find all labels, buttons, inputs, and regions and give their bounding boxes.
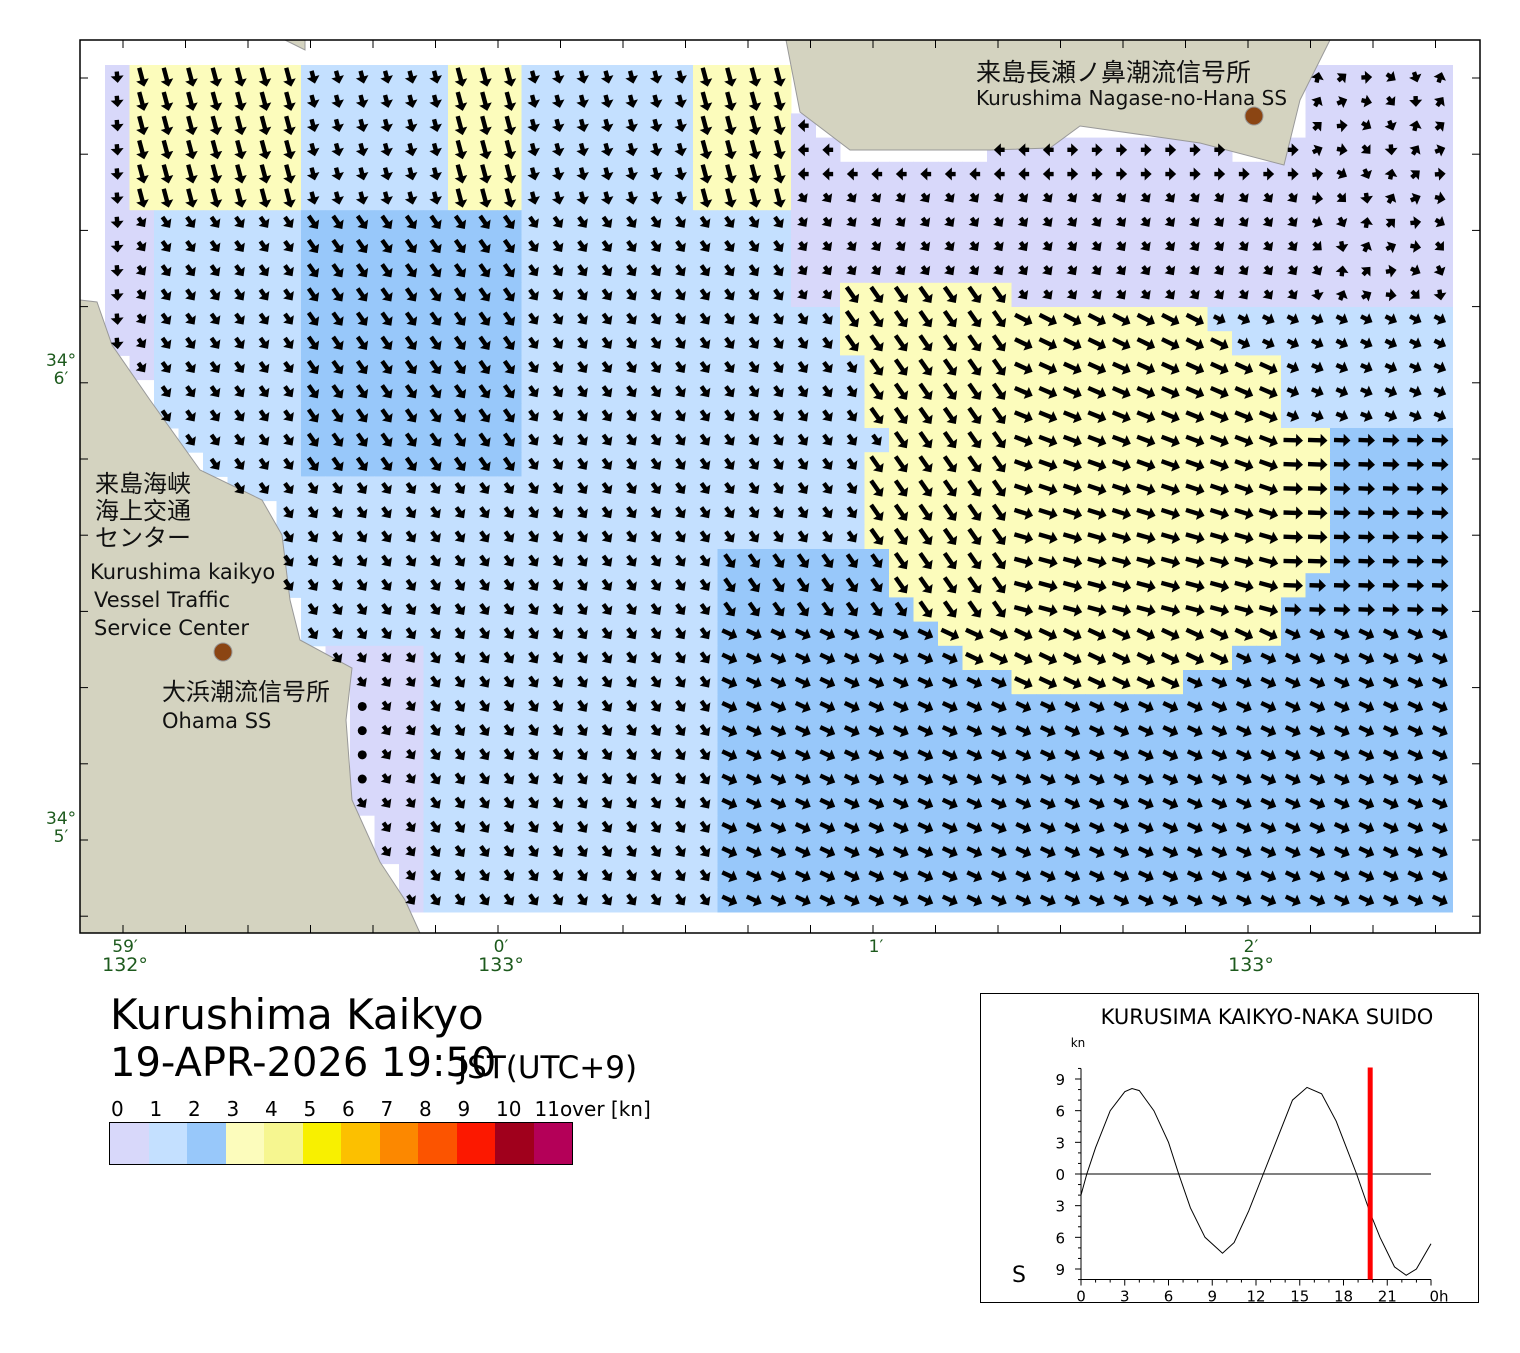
legend-swatch (225, 1123, 264, 1164)
nagase-station-label-jp: 来島長瀬ノ鼻潮流信号所 (976, 58, 1252, 87)
tide-unit-label: kn (1071, 1036, 1086, 1050)
legend-label: 6 (342, 1097, 355, 1121)
legend-swatch (302, 1123, 341, 1164)
vtsc-label-jp: 来島海峡 海上交通 センター (95, 471, 191, 552)
tide-x-tick-label: 0 (1076, 1288, 1086, 1304)
vtsc-label-jp-line: センター (95, 524, 191, 552)
legend-swatch (148, 1123, 187, 1164)
tide-chart: KURUSIMA KAIKYO-NAKA SUIDOknNS9630369036… (1012, 355, 1449, 1306)
tide-chart-panel: KURUSIMA KAIKYO-NAKA SUIDOknNS9630369036… (980, 355, 1479, 1306)
ohama-station-label-en: Ohama SS (162, 709, 272, 733)
vtsc-label-jp-line: 海上交通 (95, 497, 191, 525)
legend-swatch (495, 1123, 534, 1164)
slack-dot (357, 726, 367, 736)
legend-label: 1 (149, 1097, 163, 1121)
tide-y-tick-label: 3 (1055, 1198, 1065, 1216)
legend-swatch (418, 1123, 457, 1164)
lon-label: 0′ 133° (478, 937, 524, 976)
legend-swatch (341, 1123, 380, 1164)
legend-swatch (187, 1123, 226, 1164)
datetime: 19-APR-2026 19:50 (110, 1040, 497, 1086)
vtsc-label-en-line: Vessel Traffic (94, 588, 231, 612)
legend-label: 7 (380, 1097, 394, 1121)
legend-label: 11over [kn] (534, 1097, 651, 1121)
legend-label: 8 (419, 1097, 432, 1121)
lon-label: 2′ 133° (1228, 937, 1274, 976)
tide-y-tick-label: 6 (1055, 1103, 1065, 1121)
tide-x-tick-label: 18 (1334, 1288, 1353, 1304)
current-map (79, 39, 1481, 934)
tide-x-tick-label: 0h (1429, 1288, 1448, 1304)
tide-chart-title: KURUSIMA KAIKYO-NAKA SUIDO (1101, 1005, 1434, 1029)
nagase-station-label-en: Kurushima Nagase-no-Hana SS (976, 86, 1288, 110)
legend-label: 3 (226, 1097, 240, 1121)
speed-legend-bar (109, 1122, 573, 1165)
lat-label: 34° 5′ (46, 809, 77, 847)
legend-swatch (379, 1123, 418, 1164)
tide-x-tick-label: 3 (1120, 1288, 1130, 1304)
area-title: Kurushima Kaikyo (110, 990, 484, 1039)
legend-swatch (110, 1123, 149, 1164)
tide-y-tick-label: 6 (1055, 1229, 1065, 1247)
tide-y-tick-label: 9 (1055, 1261, 1065, 1279)
legend-swatch (533, 1123, 572, 1164)
tide-y-tick-label: 9 (1055, 1071, 1065, 1089)
legend-label: 9 (457, 1097, 471, 1121)
legend-swatch (264, 1123, 303, 1164)
slack-dot (357, 701, 367, 711)
vtsc-label-en-line: Service Center (94, 616, 249, 640)
tide-x-tick-label: 6 (1164, 1288, 1174, 1304)
south-label: S (1012, 1263, 1026, 1288)
legend-label: 2 (188, 1097, 201, 1121)
tide-x-tick-label: 9 (1207, 1288, 1217, 1304)
legend-label: 10 (496, 1097, 522, 1121)
legend-label: 4 (265, 1097, 278, 1121)
timezone: JST(UTC+9) (458, 1050, 638, 1086)
tide-curve (1080, 1086, 1432, 1276)
tide-y-tick-label: 3 (1055, 1134, 1065, 1152)
lon-label: 1′ (868, 937, 884, 957)
slack-dot (357, 774, 367, 784)
tide-x-tick-label: 15 (1290, 1288, 1309, 1304)
legend-label: 0 (111, 1097, 124, 1121)
tide-x-tick-label: 12 (1246, 1288, 1265, 1304)
vtsc-label-jp-line: 来島海峡 (95, 470, 191, 498)
ohama-station-marker (213, 642, 233, 662)
lon-label: 59′ 132° (102, 937, 148, 976)
tide-x-tick-label: 21 (1378, 1288, 1397, 1304)
vtsc-label-en-line: Kurushima kaikyo (90, 560, 276, 584)
lat-label: 34° 6′ (46, 351, 77, 389)
slack-dot (357, 750, 367, 760)
ohama-station-label-jp: 大浜潮流信号所 (162, 678, 330, 706)
tide-y-tick-label: 0 (1055, 1166, 1065, 1184)
legend-label: 5 (303, 1097, 317, 1121)
legend-swatch (456, 1123, 495, 1164)
vtsc-label-en: Kurushima kaikyo Vessel Traffic Service … (90, 558, 275, 642)
